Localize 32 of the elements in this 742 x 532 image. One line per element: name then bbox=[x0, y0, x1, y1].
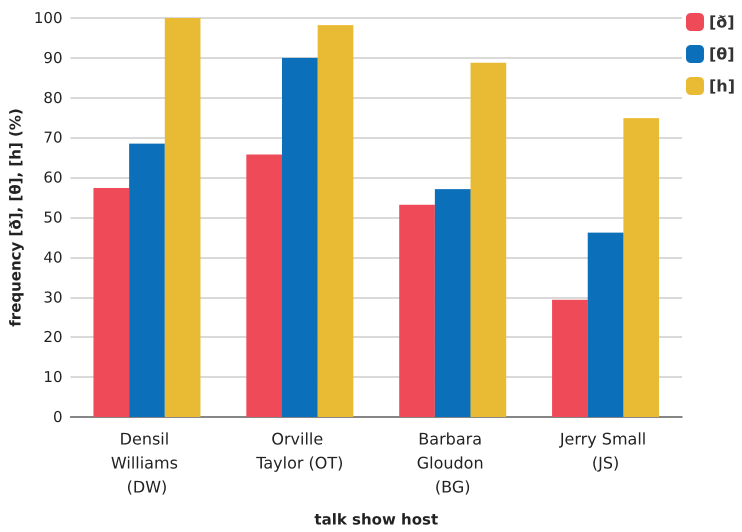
bar bbox=[93, 188, 130, 417]
y-tick-label: 60 bbox=[43, 168, 63, 187]
x-tick-label: Orville Taylor (OT) bbox=[255, 430, 344, 472]
y-axis-title: frequency [ð], [θ], [h] (%) bbox=[6, 108, 24, 327]
legend-label: [θ] bbox=[708, 44, 735, 64]
y-tick-label: 70 bbox=[43, 128, 63, 147]
bar bbox=[623, 118, 660, 417]
x-tick-label: Barbara Gloudon (BG) bbox=[416, 430, 489, 496]
y-tick-label: 100 bbox=[34, 9, 63, 27]
y-tick-label: 10 bbox=[43, 368, 63, 386]
y-tick-label: 80 bbox=[43, 88, 63, 107]
bar bbox=[470, 62, 506, 417]
y-tick-label: 20 bbox=[43, 328, 63, 346]
y-tick-label: 90 bbox=[43, 48, 63, 67]
bar bbox=[399, 204, 435, 417]
bar bbox=[282, 58, 318, 417]
bar bbox=[434, 189, 471, 417]
legend-label: [ð] bbox=[708, 12, 735, 32]
x-tick-label: Densil Williams (DW) bbox=[110, 430, 183, 496]
bar bbox=[552, 300, 588, 417]
x-tick-label: Jerry Small (JS) bbox=[558, 430, 652, 472]
y-tick-label: 50 bbox=[43, 208, 63, 226]
legend-label: [h] bbox=[708, 76, 735, 96]
x-axis-title: talk show host bbox=[314, 510, 438, 528]
y-tick-label: 40 bbox=[43, 248, 63, 266]
bar bbox=[129, 144, 165, 417]
bar bbox=[588, 232, 624, 417]
bar bbox=[246, 154, 282, 417]
y-tick-label: 30 bbox=[43, 288, 63, 306]
bar bbox=[318, 25, 354, 417]
bar bbox=[164, 18, 200, 417]
y-tick-label: 0 bbox=[52, 408, 63, 426]
